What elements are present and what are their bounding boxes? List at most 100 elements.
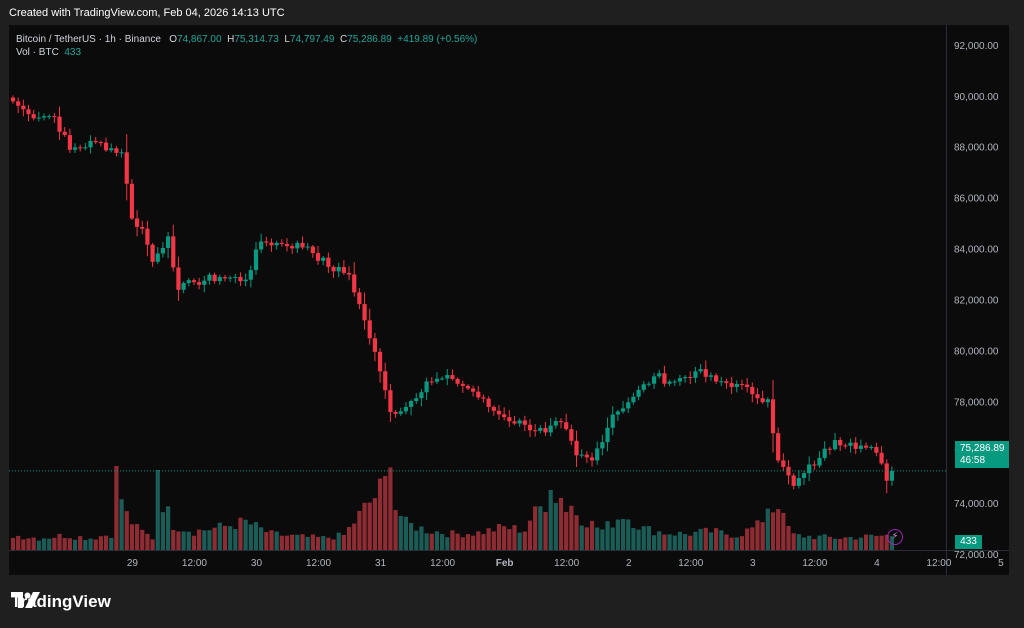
volume-bar	[512, 525, 517, 550]
volume-bar	[491, 531, 496, 550]
candle-body	[739, 384, 745, 386]
volume-bar	[238, 517, 243, 550]
volume-bar	[579, 525, 584, 550]
candle-body	[791, 475, 796, 486]
candle-body	[279, 242, 284, 244]
volume-bar	[651, 535, 657, 550]
candle-body	[765, 399, 770, 403]
volume-bar	[114, 466, 119, 550]
lightning-icon[interactable]: ⚡	[887, 529, 903, 545]
chart-area[interactable]: 92,000.00 90,000.00 88,000.00 86,000.00 84,0…	[9, 25, 1009, 575]
candle-body	[357, 292, 362, 305]
volume-bar	[569, 505, 574, 550]
candle-body	[595, 448, 600, 461]
volume-bar	[269, 530, 274, 550]
open-value: 74,867.00	[177, 34, 222, 45]
volume-bar	[708, 532, 714, 550]
candle-body	[667, 381, 672, 384]
volume-bar	[801, 537, 807, 550]
candle-body	[672, 381, 677, 383]
candle-body	[93, 140, 98, 143]
volume-bar	[750, 527, 755, 550]
candle-body	[259, 241, 264, 250]
candle-body	[150, 244, 155, 262]
candle-body	[321, 257, 326, 261]
time-tick-label: 12:00	[430, 558, 455, 569]
chart-caption: Created with TradingView.com, Feb 04, 20…	[9, 7, 285, 19]
candle-body	[801, 473, 807, 478]
volume-bar	[408, 523, 414, 550]
volume-bar	[538, 506, 543, 550]
candle-body	[827, 448, 832, 450]
candle-body	[698, 369, 703, 372]
volume-bar	[67, 538, 72, 550]
volume-bar	[62, 537, 67, 550]
candle-body	[78, 147, 83, 149]
volume-bar	[548, 490, 553, 550]
volume-bar	[636, 529, 641, 550]
volume-bar	[310, 534, 315, 550]
change-value: +419.89 (+0.56%)	[397, 34, 478, 45]
candle-body	[176, 267, 181, 290]
candle-body	[838, 440, 843, 446]
volume-bar	[605, 521, 610, 550]
price-tick-label: 90,000.00	[954, 92, 999, 103]
candle-body	[750, 386, 755, 395]
volume-bar	[259, 527, 264, 550]
candle-body	[569, 429, 574, 441]
candle-body	[662, 373, 667, 384]
candle-body	[724, 381, 729, 384]
volume-bar	[481, 534, 486, 550]
candle-body	[212, 274, 217, 282]
candle-body	[714, 375, 719, 382]
candlestick-chart[interactable]: 92,000.00 90,000.00 88,000.00 86,000.00 84,0…	[9, 25, 1009, 575]
volume-bar	[52, 537, 57, 550]
volume-bar	[186, 531, 191, 550]
volume-bar	[688, 535, 693, 550]
candle-body	[341, 267, 346, 273]
candle-body	[383, 371, 388, 391]
candle-body	[719, 381, 724, 383]
volume-bar	[553, 503, 558, 550]
volume-bar	[564, 511, 569, 550]
candle-body	[600, 442, 605, 449]
candle-body	[166, 236, 171, 248]
volume-bar	[848, 537, 853, 550]
candle-body	[786, 466, 791, 476]
volume-bar	[832, 538, 838, 550]
time-tick-label: 29	[127, 558, 139, 569]
volume-bar	[455, 533, 460, 550]
volume-bar	[72, 539, 78, 550]
candle-body	[610, 414, 615, 428]
volume-bar	[776, 509, 781, 550]
volume-bar	[300, 534, 305, 550]
candle-body	[264, 241, 269, 243]
candle-body	[641, 384, 646, 390]
candle-body	[631, 396, 636, 403]
volume-bar	[10, 537, 16, 550]
candle-body	[615, 411, 620, 415]
volume-bar	[662, 534, 667, 550]
volume-bar	[486, 528, 491, 550]
volume-bar	[620, 518, 626, 550]
candle-body	[605, 427, 610, 443]
volume-bar	[145, 533, 150, 550]
candle-body	[553, 421, 558, 426]
volume-bar	[739, 536, 745, 550]
candle-body	[352, 274, 357, 293]
volume-bar	[755, 520, 760, 550]
volume-bar	[295, 534, 300, 550]
candle-body	[403, 406, 409, 412]
candle-body	[729, 383, 734, 388]
volume-bar	[724, 534, 729, 550]
volume-bar	[471, 535, 476, 550]
volume-bar	[770, 512, 776, 550]
candle-body	[476, 391, 481, 398]
volume-bar	[419, 526, 424, 550]
volume-bar	[745, 528, 750, 550]
candle-body	[429, 381, 434, 383]
volume-bar	[827, 536, 832, 550]
volume-bar	[331, 539, 336, 550]
volume-bar	[476, 531, 481, 550]
volume-bar	[677, 531, 683, 550]
